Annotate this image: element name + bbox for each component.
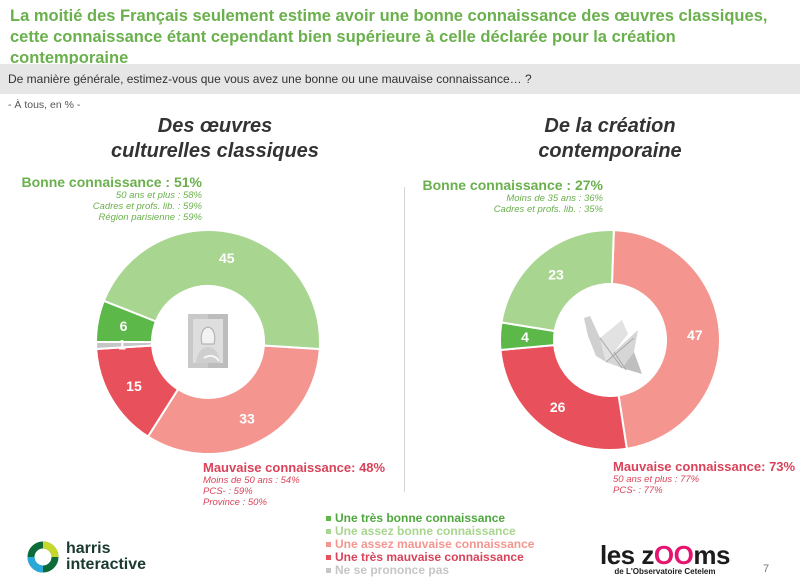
chart-title-contemporary: De la création contemporaine	[500, 114, 720, 164]
good-annotation-classic: Bonne connaissance : 51% 50 ans et plus …	[10, 174, 202, 223]
base-note: - À tous, en % -	[8, 99, 81, 111]
legend-swatch	[326, 529, 331, 534]
chart-title-contemporary-line2: contemporaine	[538, 140, 682, 162]
bad-detail-classic-3: Province : 50%	[203, 497, 267, 508]
chart-title-classic-line2: culturelles classiques	[111, 140, 319, 162]
good-detail-classic-2: Cadres et profs. lib. : 59%	[92, 201, 202, 212]
good-heading-contemporary: Bonne connaissance : 27%	[422, 177, 603, 193]
donut-chart-classic: 33 15 1 6 45	[94, 229, 321, 455]
legend: Une très bonne connaissance Une assez bo…	[326, 512, 534, 577]
legend-label: Une très mauvaise connaissance	[335, 550, 524, 564]
donut-chart-contemporary: 47 26 4 23	[499, 229, 721, 451]
legend-swatch	[326, 555, 331, 560]
chart-title-classic-line1: Des œuvres	[157, 115, 273, 137]
donut-data-label: 47	[687, 327, 703, 343]
legend-label: Une assez mauvaise connaissance	[335, 537, 535, 551]
bad-heading-classic: Mauvaise connaissance: 48%	[203, 460, 386, 475]
harris-line1: harris	[66, 540, 111, 557]
donut-segment-une-assez-mauvaise-connaissance	[146, 344, 321, 455]
donut-data-label: 1	[118, 337, 126, 353]
zooms-subtitle: de L'Observatoire Cetelem	[614, 567, 716, 576]
good-detail-classic-1: 50 ans et plus : 58%	[115, 190, 202, 201]
headline: La moitié des Français seulement estime …	[10, 7, 768, 67]
legend-item-assez-bonne: Une assez bonne connaissance	[326, 525, 534, 538]
legend-item-tres-mauvaise: Une très mauvaise connaissance	[326, 551, 534, 564]
legend-label: Ne se prononce pas	[335, 563, 450, 577]
donut-segment-une-assez-bonne-connaissance	[500, 229, 615, 333]
page-number: 7	[763, 563, 770, 575]
donut-data-label: 15	[126, 378, 142, 394]
donut-data-label: 4	[521, 329, 529, 345]
bad-heading-contemporary: Mauvaise connaissance: 73%	[613, 459, 796, 474]
donut-data-label: 33	[239, 411, 255, 427]
good-detail-contemporary-1: Moins de 35 ans : 36%	[506, 193, 603, 204]
legend-swatch	[326, 516, 331, 521]
legend-item-assez-mauvaise: Une assez mauvaise connaissance	[326, 538, 534, 551]
bad-detail-contemporary-1: 50 ans et plus : 77%	[613, 474, 700, 485]
chart-title-contemporary-line1: De la création	[544, 115, 676, 137]
zooms-oo: OO	[653, 540, 694, 570]
mona-lisa-painting-icon	[188, 314, 228, 368]
harris-line2: interactive	[66, 556, 147, 573]
origami-crane-icon	[584, 316, 642, 374]
bad-annotation-classic: Mauvaise connaissance: 48% Moins de 50 a…	[203, 460, 385, 508]
legend-item-tres-bonne: Une très bonne connaissance	[326, 512, 534, 525]
donut-segment-une-assez-mauvaise-connaissance	[610, 229, 721, 450]
donut-segment-une-assez-bonne-connaissance	[102, 229, 321, 351]
good-detail-contemporary-2: Cadres et profs. lib. : 35%	[493, 204, 603, 215]
bad-annotation-contemporary: Mauvaise connaissance: 73% 50 ans et plu…	[613, 459, 795, 496]
legend-label: Une assez bonne connaissance	[335, 524, 516, 538]
legend-item-nsp: Ne se prononce pas	[326, 564, 534, 577]
zooms-pre: les z	[600, 540, 654, 570]
bad-detail-contemporary-2: PCS- : 77%	[613, 485, 663, 496]
zooms-post: ms	[693, 540, 730, 570]
donut-data-label: 6	[120, 318, 128, 334]
harris-ring-icon	[27, 541, 59, 573]
bad-detail-classic-1: Moins de 50 ans : 54%	[203, 475, 300, 486]
vertical-divider	[404, 187, 405, 492]
donut-data-label: 23	[548, 266, 564, 282]
les-zooms-logo: les zOOms de L'Observatoire Cetelem	[600, 540, 730, 576]
good-annotation-contemporary: Bonne connaissance : 27% Moins de 35 ans…	[410, 177, 603, 215]
harris-interactive-logo: harris interactive	[26, 540, 146, 574]
legend-swatch	[326, 568, 331, 573]
donut-data-label: 45	[219, 250, 235, 266]
bad-detail-classic-2: PCS- : 59%	[203, 486, 253, 497]
good-detail-classic-3: Région parisienne : 59%	[98, 212, 202, 223]
legend-swatch	[326, 542, 331, 547]
donut-data-label: 26	[550, 399, 566, 415]
legend-label: Une très bonne connaissance	[335, 511, 506, 525]
question-bar: De manière générale, estimez-vous que vo…	[0, 64, 800, 94]
chart-title-classic: Des œuvres culturelles classiques	[90, 114, 340, 164]
donut-segment-une-tr-s-mauvaise-connaissance	[499, 343, 628, 451]
question-text: De manière générale, estimez-vous que vo…	[8, 72, 532, 86]
good-heading-classic: Bonne connaissance : 51%	[21, 174, 202, 190]
